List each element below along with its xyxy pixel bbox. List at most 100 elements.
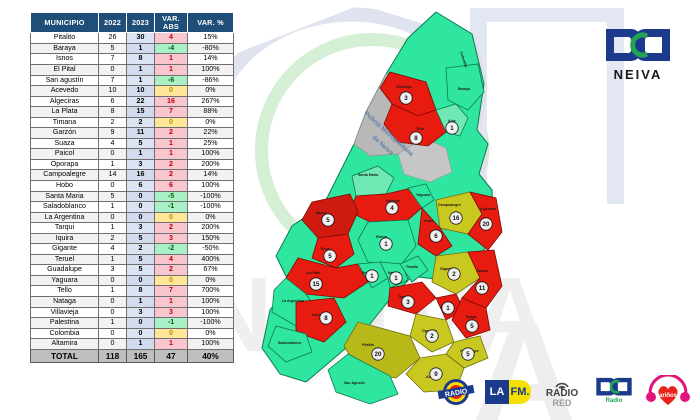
cell-2022: 7 [98,53,127,65]
map-svg: Colombia Baraya Villavieja Tello Aipe Sa… [261,11,503,405]
map-badge-circle [399,91,413,105]
table-row: Garzón 9 11 2 22% [30,127,234,139]
total-var-pct: 40% [187,348,234,363]
cell-var-pct: 0% [187,211,234,224]
map-badge-circle [449,211,463,225]
cell-var-abs: 2 [154,169,188,181]
cell-2022: 0 [98,296,127,308]
cell-var-pct: 88% [187,106,234,118]
region-santa-maria [351,165,395,197]
cell-2023: 0 [126,274,155,287]
cell-2022: 4 [98,137,127,150]
cell-municipio: Santa Maria [30,190,99,203]
table-body: Pitalito 26 30 4 15% Baraya 5 1 -4 -80% Isnos 7 8 1 14… [30,32,234,363]
cell-2023: 8 [126,53,155,65]
total-label: TOTAL [30,348,99,363]
cell-var-pct: 100% [187,296,234,308]
map-badge-circle [447,267,461,281]
la-fm-logo: LA FM. [485,380,531,404]
table-row: Oporapa 1 3 2 200% [30,158,234,171]
cell-2023: 1 [126,338,155,350]
cell-municipio: Garzón [30,127,99,139]
cell-municipio: Acevedo [30,85,99,97]
cell-2022: 26 [98,32,127,44]
cell-municipio: Paicol [30,148,99,160]
cell-var-pct: 100% [187,338,234,350]
map-badge-circle [389,271,403,285]
map-badge-circle [429,229,443,243]
cell-municipio: Baraya [30,42,99,55]
table-row: Pitalito 26 30 4 15% [30,32,234,44]
region-saladoblanco [267,325,313,363]
map-badge-circle [385,201,399,215]
map-badge-value: 1 [450,125,454,132]
cell-2022: 0 [98,327,127,340]
cell-var-pct: -100% [187,190,234,203]
map-badge-value: 6 [434,233,438,240]
cell-var-pct: 267% [187,95,234,108]
cell-2023: 5 [126,137,155,150]
table-row: Altamira 0 1 1 100% [30,338,234,350]
cell-var-abs: 1 [154,137,188,150]
map-badge-value: 3 [406,299,410,306]
cell-2022: 1 [98,253,127,266]
map-badge-value: 5 [328,253,332,260]
cell-2022: 0 [98,148,127,160]
table-row: Saladoblanco 1 0 -1 -100% [30,201,234,213]
cell-var-pct: 0% [187,327,234,340]
cell-var-abs: -1 [154,201,188,213]
cell-municipio: Iquira [30,232,99,245]
cell-municipio: Altamira [30,338,99,350]
map-badge-value: 20 [483,221,490,228]
map-badge-value: 9 [434,371,438,378]
svg-text:Tello: Tello [416,127,425,131]
cell-var-pct: 100% [187,148,234,160]
svg-text:Iquira: Iquira [316,211,327,215]
cell-2023: 0 [126,190,155,203]
cell-var-abs: -6 [154,74,188,87]
map-badge-circle [479,217,493,231]
total-var-abs: 47 [154,348,188,363]
cell-2022: 0 [98,179,127,192]
svg-text:Saladoblanco: Saladoblanco [278,341,302,345]
map-badge-circle [365,269,379,283]
map-badge-circle [429,367,443,381]
svg-text:La Argentina: La Argentina [282,299,305,303]
cell-var-abs: 0 [154,211,188,224]
rcn-neiva-city-label: NEIVA [613,67,663,82]
map-badge-value: 15 [313,281,320,288]
region-yaguara [407,183,435,209]
cell-var-abs: 7 [154,285,188,297]
region-san-agustin [327,353,399,405]
cell-var-abs: 0 [154,85,188,97]
column-header-2023: 2023 [126,11,155,34]
map-badge-value: 1 [370,273,374,280]
column-header-var-pct: VAR. % [187,11,234,34]
cell-2022: 1 [98,317,127,329]
cell-2023: 0 [126,327,155,340]
map-badge-circle [321,213,335,227]
huila-department-map: Colombia Baraya Villavieja Tello Aipe Sa… [240,6,570,406]
cell-var-pct: -80% [187,42,234,55]
svg-text:Villavieja: Villavieja [396,85,412,89]
cell-municipio: Algeciras [30,95,99,108]
cell-var-abs: -5 [154,190,188,203]
table-row: Guadalupe 3 5 2 67% [30,264,234,276]
cell-var-abs: -4 [154,42,188,55]
cell-municipio: La Argentina [30,211,99,224]
cell-2023: 11 [126,127,155,139]
cell-var-pct: 150% [187,232,234,245]
cell-2023: 30 [126,32,155,44]
svg-text:La Plata: La Plata [306,271,321,275]
cell-2023: 5 [126,232,155,245]
cell-var-pct: -86% [187,74,234,87]
cell-2023: 5 [126,264,155,276]
cell-2023: 3 [126,158,155,171]
map-badge-circle [425,329,439,343]
cell-2023: 1 [126,296,155,308]
svg-text:Teruel: Teruel [320,247,331,251]
cell-2022: 2 [98,116,127,129]
map-badge-value: 16 [453,215,460,222]
var-abs-line1: VAR. [162,14,180,23]
map-badge-circle [371,347,385,361]
